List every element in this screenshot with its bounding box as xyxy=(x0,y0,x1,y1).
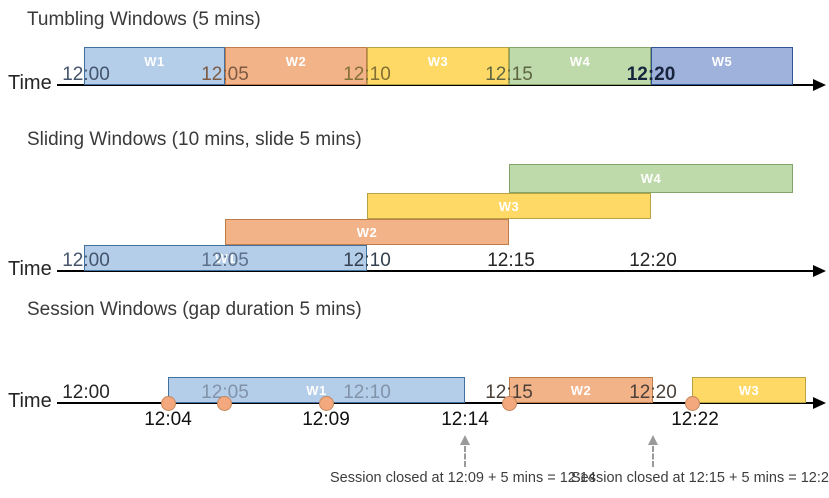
window-label: W3 xyxy=(427,53,449,69)
session-axis-arrow-icon xyxy=(813,397,826,409)
tumbling-tick-12-05: 12:05 xyxy=(201,64,249,85)
event-dot xyxy=(685,396,700,411)
session-tick-12-00: 12:00 xyxy=(62,382,110,403)
sliding-tick-12-00: 12:00 xyxy=(62,250,110,271)
tumbling-time-axis-label: Time xyxy=(8,72,52,94)
session-close-arrow-icon xyxy=(460,435,470,445)
event-dot xyxy=(161,396,176,411)
sliding-window-w1: W1 xyxy=(84,245,367,271)
session-close-annotation-1: Session closed at 12:09 + 5 mins = 12:14 xyxy=(329,470,597,486)
event-dot xyxy=(319,396,334,411)
session-time-axis-label: Time xyxy=(8,390,52,412)
sliding-tick-12-10: 12:10 xyxy=(343,250,391,271)
window-label: W3 xyxy=(498,198,520,214)
session-close-annotation-2: Session closed at 12:15 + 5 mins = 12:20 xyxy=(570,470,829,486)
tumbling-window-w4: W4 xyxy=(509,47,651,85)
sliding-tick-12-15: 12:15 xyxy=(487,250,535,271)
event-time-12-04: 12:04 xyxy=(144,409,192,430)
window-label: W4 xyxy=(640,171,662,186)
window-label: W3 xyxy=(738,382,760,398)
tumbling-window-w3: W3 xyxy=(367,47,509,85)
sliding-tick-12-20: 12:20 xyxy=(629,250,677,271)
window-label: W1 xyxy=(144,53,165,69)
session-window-w3: W3 xyxy=(692,377,806,403)
session-tick-12-15: 12:15 xyxy=(485,382,533,403)
window-label: W2 xyxy=(570,382,592,398)
event-time-12-22: 12:22 xyxy=(671,409,719,430)
event-dot xyxy=(502,396,517,411)
session-window-w2: W2 xyxy=(509,377,653,403)
sliding-window-w2: W2 xyxy=(225,219,509,245)
window-label: W2 xyxy=(285,53,307,69)
session-tick-12-10: 12:10 xyxy=(343,382,391,403)
tumbling-axis-arrow-icon xyxy=(813,79,826,91)
session-close-arrow-line xyxy=(464,446,466,467)
session-tick-12-05: 12:05 xyxy=(201,382,249,403)
session-close-arrow-icon xyxy=(648,435,658,445)
sliding-time-axis xyxy=(57,270,815,272)
sliding-window-w4: W4 xyxy=(509,164,793,193)
sliding-section-title: Sliding Windows (10 mins, slide 5 mins) xyxy=(27,129,362,150)
close-time-12-14: 12:14 xyxy=(441,409,489,430)
sliding-tick-12-05: 12:05 xyxy=(201,250,249,271)
window-label: W4 xyxy=(569,53,591,69)
sliding-time-axis-label: Time xyxy=(8,258,52,280)
window-label: W1 xyxy=(215,250,236,266)
window-label: W5 xyxy=(711,53,733,69)
session-tick-12-20: 12:20 xyxy=(629,382,677,403)
tumbling-window-w2: W2 xyxy=(225,47,367,85)
event-dot xyxy=(217,396,232,411)
session-close-arrow-line xyxy=(652,446,654,467)
sliding-axis-arrow-icon xyxy=(813,265,826,277)
tumbling-tick-12-10: 12:10 xyxy=(343,64,391,85)
tumbling-window-w1: W1 xyxy=(84,47,225,85)
sliding-window-w3: W3 xyxy=(367,193,651,219)
tumbling-time-axis xyxy=(57,84,815,86)
event-time-12-09: 12:09 xyxy=(302,409,350,430)
tumbling-tick-12-20: 12:20 xyxy=(626,64,676,85)
tumbling-tick-12-00: 12:00 xyxy=(62,64,110,85)
tumbling-tick-12-15: 12:15 xyxy=(485,64,533,85)
tumbling-section-title: Tumbling Windows (5 mins) xyxy=(27,9,261,30)
tumbling-window-w5: W5 xyxy=(651,47,793,85)
session-section-title: Session Windows (gap duration 5 mins) xyxy=(27,299,362,320)
session-time-axis xyxy=(57,402,815,404)
window-label: W2 xyxy=(356,224,378,240)
window-label: W1 xyxy=(306,382,327,398)
